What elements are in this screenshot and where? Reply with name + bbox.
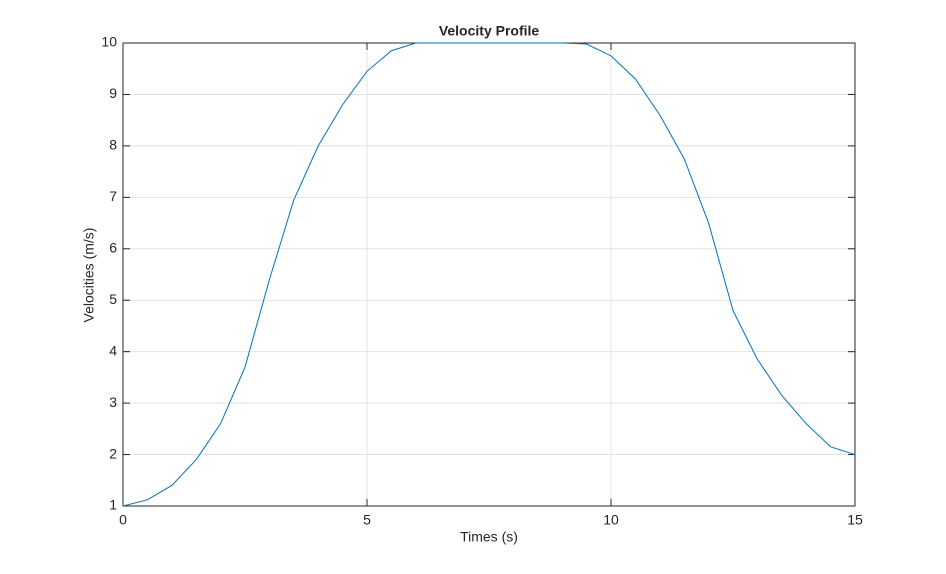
y-tick-label: 10	[101, 34, 117, 50]
y-tick-label: 7	[109, 188, 117, 204]
data-line	[122, 42, 856, 507]
y-axis-label: Velocities (m/s)	[81, 228, 97, 323]
x-tick-label: 10	[603, 512, 619, 528]
y-tick-label: 5	[109, 291, 117, 307]
y-tick-label: 4	[109, 342, 117, 358]
x-tick-label: 0	[119, 512, 127, 528]
y-tick-label: 9	[109, 85, 117, 101]
x-tick-label: 5	[363, 512, 371, 528]
y-tick-label: 2	[109, 445, 117, 461]
y-tick-label: 3	[109, 394, 117, 410]
y-tick-label: 1	[109, 497, 117, 513]
x-tick-label: 15	[847, 512, 863, 528]
chart-title: Velocity Profile	[439, 23, 540, 39]
y-tick-label: 8	[109, 137, 117, 153]
y-tick-label: 6	[109, 239, 117, 255]
x-axis-label: Times (s)	[460, 529, 518, 545]
